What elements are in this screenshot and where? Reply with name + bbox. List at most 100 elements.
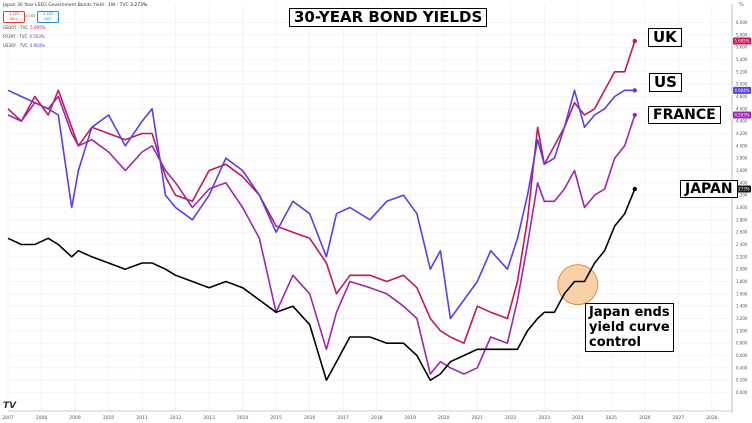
sell-label: SELL — [9, 16, 19, 21]
x-tick-label: 2007 — [2, 415, 14, 421]
x-tick-label: 2017 — [337, 415, 349, 421]
price-tag-label-japan: 3.273% — [734, 187, 749, 192]
x-tick-label: 2022 — [505, 415, 517, 421]
y-tick-label: 3.200 — [736, 193, 748, 198]
x-axis: 2007 2008 2009 2010 2011 2012 2013 2014 2015 2016… — [2, 410, 732, 421]
chart-title: 30-YEAR BOND YIELDS — [289, 8, 488, 28]
y-tick-label: 1.800 — [736, 279, 748, 284]
y-tick-label: 2.200 — [736, 254, 748, 259]
series-last-point-uk — [632, 38, 637, 44]
y-tick-label: 0.400 — [736, 365, 748, 370]
y-tick-label: 0.200 — [736, 378, 748, 383]
x-tick-label: 2019 — [404, 415, 416, 421]
price-tag-us — [733, 86, 751, 94]
label-japan: JAPAN — [680, 180, 738, 199]
x-tick-label: 2026 — [639, 415, 651, 421]
y-tick-label: 3.600 — [736, 168, 748, 173]
series-line-japan — [7, 188, 636, 382]
x-tick-label: 2016 — [304, 415, 316, 421]
y-axis: 0.000 0.200 0.400 0.600 0.800 1.000 1.200 1.400… — [731, 4, 748, 413]
buy-price: 3.183 — [42, 12, 54, 16]
y-tick-label: 5.800 — [736, 32, 748, 37]
price-tag-label-us: 4.904% — [734, 88, 749, 93]
x-tick-label: 2013 — [203, 415, 215, 421]
y-tick-label: 0.000 — [736, 390, 748, 395]
legend-us[interactable]: US30Y · TVC 4.904% — [3, 43, 45, 48]
tradingview-watermark: TV — [3, 401, 17, 411]
y-tick-label: 5.200 — [736, 69, 748, 74]
ycc-annotation-line-1: Japan ends — [589, 305, 670, 320]
x-tick-label: 2021 — [472, 415, 484, 421]
spread: 0.000 — [25, 14, 36, 18]
y-tick-label: 4.800 — [736, 94, 748, 99]
x-tick-label: 2009 — [69, 415, 81, 421]
x-tick-label: 2020 — [438, 415, 450, 421]
x-tick-label: 2024 — [572, 415, 584, 421]
x-tick-label: 2028 — [706, 415, 718, 421]
y-tick-label: 6.000 — [736, 20, 748, 25]
series-line-us — [7, 89, 635, 320]
buy-button[interactable]: 3.183 BUY — [37, 11, 59, 23]
x-tick-label: 2015 — [270, 415, 282, 421]
x-tick-label: 2010 — [103, 415, 115, 421]
y-tick-label: 4.200 — [736, 131, 748, 136]
y-tick-label: 1.200 — [736, 316, 748, 321]
legend-us-value: 4.904% — [29, 43, 46, 48]
series-line-france — [7, 95, 636, 375]
price-tag-label-france: 4.503% — [734, 113, 749, 118]
label-us: US — [649, 73, 682, 93]
x-tick-label: 2025 — [606, 415, 618, 421]
label-uk: UK — [648, 28, 682, 48]
x-tick-label: 2012 — [170, 415, 182, 421]
x-tick-label: 2011 — [136, 415, 148, 421]
series-last-point-us — [632, 88, 637, 93]
x-tick-label: 2018 — [371, 415, 383, 421]
y-tick-label: 2.000 — [736, 267, 748, 272]
legend-uk[interactable]: GB30Y · TVC 5.695% — [3, 25, 45, 30]
series-last-point-japan — [632, 186, 637, 192]
sell-price: 3.183 — [8, 12, 20, 16]
ycc-annotation: Japan ends yield curve control — [585, 303, 674, 352]
legend-france-value: 4.503% — [29, 34, 45, 39]
price-scale-unit: % — [739, 2, 744, 8]
y-tick-label: 2.800 — [736, 217, 748, 222]
ycc-annotation-line-3: control — [589, 335, 641, 350]
legend-us-name: US30Y · TVC — [3, 43, 28, 48]
legend-uk-value: 5.695% — [30, 25, 46, 30]
y-tick-label: 4.400 — [736, 119, 748, 124]
ycc-annotation-line-2: yield curve — [589, 320, 670, 335]
y-tick-label: 3.800 — [736, 156, 748, 161]
y-tick-label: 1.600 — [736, 291, 748, 296]
x-tick-label: 2023 — [539, 415, 551, 421]
sell-button[interactable]: 3.183 SELL — [3, 11, 25, 23]
series-group — [7, 38, 637, 382]
symbol-title: Japan 30 Year LSEG Government Bonds Yiel… — [3, 3, 147, 8]
legend-france[interactable]: FR30Y · TVC 4.503% — [3, 34, 45, 39]
x-tick-label: 2027 — [673, 415, 685, 421]
y-tick-label: 5.400 — [736, 57, 748, 62]
y-tick-label: 1.400 — [736, 304, 748, 309]
y-tick-label: 3.000 — [736, 205, 748, 210]
y-tick-label: 2.600 — [736, 230, 748, 235]
symbol-title-text: Japan 30 Year LSEG Government Bonds Yiel… — [3, 3, 129, 8]
y-tick-label: 3.400 — [736, 180, 748, 185]
y-tick-label: 1.000 — [736, 328, 748, 333]
y-tick-label: 4.000 — [736, 143, 748, 148]
yield-curve-control-highlight — [557, 264, 599, 306]
buy-label: BUY — [44, 16, 52, 21]
x-tick-label: 2014 — [237, 415, 249, 421]
price-tag-label-uk: 5.695% — [734, 39, 749, 44]
legend-france-name: FR30Y · TVC — [3, 34, 28, 39]
legend-uk-name: GB30Y · TVC — [3, 25, 29, 30]
x-tick-label: 2008 — [36, 415, 48, 421]
symbol-last-value: 3.273% — [130, 3, 148, 8]
y-tick-label: 4.600 — [736, 106, 748, 111]
series-line-uk — [7, 40, 636, 345]
y-tick-label: 5.600 — [736, 45, 748, 50]
y-tick-label: 2.400 — [736, 242, 748, 247]
y-tick-label: 0.600 — [736, 353, 748, 358]
series-last-point-france — [632, 112, 637, 118]
y-tick-label: 5.000 — [736, 82, 748, 87]
y-tick-label: 0.800 — [736, 341, 748, 346]
